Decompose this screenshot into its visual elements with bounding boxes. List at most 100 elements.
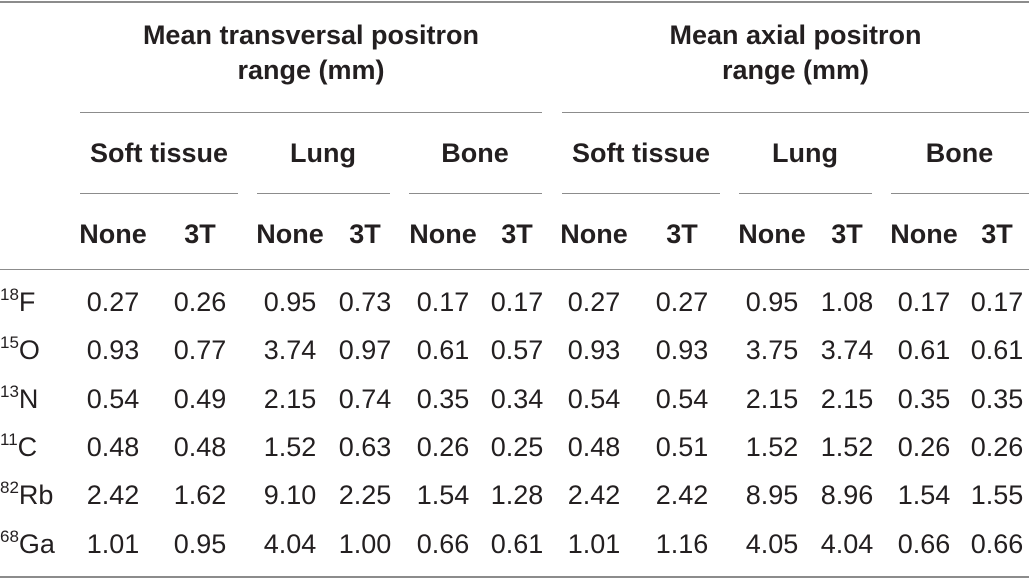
- table-cell: 1.52: [745, 432, 799, 462]
- table-cell: 2.25: [338, 480, 392, 510]
- table-cell: 0.26: [416, 432, 470, 462]
- condition-header: 3T: [666, 219, 698, 249]
- header-bottom-rule: [0, 269, 1029, 270]
- group-header-transversal-line1: Mean transversal positron: [142, 20, 480, 50]
- table-cell: 0.26: [173, 287, 227, 317]
- group-header-transversal-line2: range (mm): [237, 55, 385, 85]
- table-top-rule: [0, 1, 1029, 3]
- isotope-label: 82Rb: [0, 479, 54, 510]
- isotope-label: 68Ga: [0, 527, 55, 559]
- table-cell: 0.54: [567, 384, 621, 414]
- table-cell: 0.95: [745, 287, 799, 317]
- table-cell: 1.01: [567, 529, 621, 559]
- tissue-underline: [257, 193, 390, 194]
- condition-header: None: [560, 219, 628, 249]
- tissue-underline: [739, 193, 872, 194]
- table-cell: 0.57: [490, 335, 544, 365]
- isotope-mass-number: 15: [0, 333, 19, 352]
- table-cell: 0.73: [338, 287, 392, 317]
- table-cell: 1.52: [263, 432, 317, 462]
- table-cell: 0.49: [173, 384, 227, 414]
- table-cell: 0.17: [416, 287, 470, 317]
- table-bottom-rule: [0, 576, 1029, 578]
- condition-header: 3T: [349, 219, 381, 249]
- group-underline-axial: [562, 112, 1029, 113]
- tissue-underline: [891, 193, 1029, 194]
- tissue-underline: [562, 193, 720, 194]
- isotope-label: 18F: [0, 285, 35, 317]
- table-cell: 0.95: [263, 287, 317, 317]
- condition-header: 3T: [831, 219, 863, 249]
- table-cell: 3.75: [745, 335, 799, 365]
- condition-header: None: [79, 219, 147, 249]
- table-cell: 0.35: [970, 384, 1024, 414]
- table-cell: 4.04: [820, 529, 874, 559]
- table-cell: 0.74: [338, 384, 392, 414]
- tissue-header: Lung: [772, 138, 838, 168]
- isotope-element: Rb: [18, 480, 54, 510]
- tissue-header: Lung: [290, 138, 356, 168]
- table-cell: 2.42: [86, 480, 140, 510]
- table-cell: 0.34: [490, 384, 544, 414]
- table-cell: 0.54: [86, 384, 140, 414]
- isotope-label: 15O: [0, 333, 40, 365]
- table-cell: 0.61: [897, 335, 951, 365]
- tissue-header: Bone: [925, 138, 994, 168]
- table-cell: 0.48: [86, 432, 140, 462]
- table-cell: 0.61: [416, 335, 470, 365]
- table-cell: 0.77: [173, 335, 227, 365]
- table-cell: 0.27: [655, 287, 709, 317]
- group-header-axial: Mean axial positron range (mm): [562, 18, 1029, 88]
- table-cell: 0.17: [970, 287, 1024, 317]
- isotope-element: N: [18, 384, 39, 414]
- table-cell: 0.93: [86, 335, 140, 365]
- table-cell: 0.25: [490, 432, 544, 462]
- table-cell: 2.15: [745, 384, 799, 414]
- table-cell: 1.00: [338, 529, 392, 559]
- table-cell: 1.16: [655, 529, 709, 559]
- table-cell: 2.15: [820, 384, 874, 414]
- table-cell: 8.95: [745, 480, 799, 510]
- table-cell: 1.54: [897, 480, 951, 510]
- tissue-header: Soft tissue: [571, 138, 711, 168]
- table-cell: 3.74: [820, 335, 874, 365]
- table-cell: 0.26: [897, 432, 951, 462]
- table-cell: 9.10: [263, 480, 317, 510]
- tissue-underline: [409, 193, 542, 194]
- table-cell: 0.48: [567, 432, 621, 462]
- table-cell: 0.17: [897, 287, 951, 317]
- table-cell: 0.54: [655, 384, 709, 414]
- table-cell: 2.42: [655, 480, 709, 510]
- table-cell: 0.48: [173, 432, 227, 462]
- tissue-header: Soft tissue: [89, 138, 229, 168]
- table-cell: 0.17: [490, 287, 544, 317]
- isotope-mass-number: 11: [0, 430, 18, 449]
- group-header-axial-line1: Mean axial positron: [669, 20, 922, 50]
- table-cell: 0.66: [970, 529, 1024, 559]
- condition-header: None: [256, 219, 324, 249]
- table-cell: 0.63: [338, 432, 392, 462]
- group-header-axial-line2: range (mm): [721, 55, 870, 85]
- table-cell: 1.55: [970, 480, 1024, 510]
- isotope-element: O: [18, 335, 40, 365]
- tissue-header: Bone: [441, 138, 509, 168]
- table-cell: 0.95: [173, 529, 227, 559]
- table-cell: 0.51: [655, 432, 709, 462]
- table-cell: 2.15: [263, 384, 317, 414]
- table-cell: 0.35: [897, 384, 951, 414]
- table-cell: 0.97: [338, 335, 392, 365]
- isotope-mass-number: 68: [0, 527, 19, 546]
- table-cell: 8.96: [820, 480, 874, 510]
- table-cell: 0.93: [655, 335, 709, 365]
- tissue-underline: [80, 193, 238, 194]
- condition-header: 3T: [184, 219, 216, 249]
- condition-header: 3T: [981, 219, 1013, 249]
- table-cell: 0.66: [897, 529, 951, 559]
- isotope-mass-number: 18: [0, 285, 19, 304]
- table-cell: 1.52: [820, 432, 874, 462]
- isotope-label: 13N: [0, 383, 39, 414]
- table-cell: 0.66: [416, 529, 470, 559]
- condition-header: None: [738, 219, 806, 249]
- table-cell: 0.27: [86, 287, 140, 317]
- isotope-label: 11C: [0, 430, 37, 462]
